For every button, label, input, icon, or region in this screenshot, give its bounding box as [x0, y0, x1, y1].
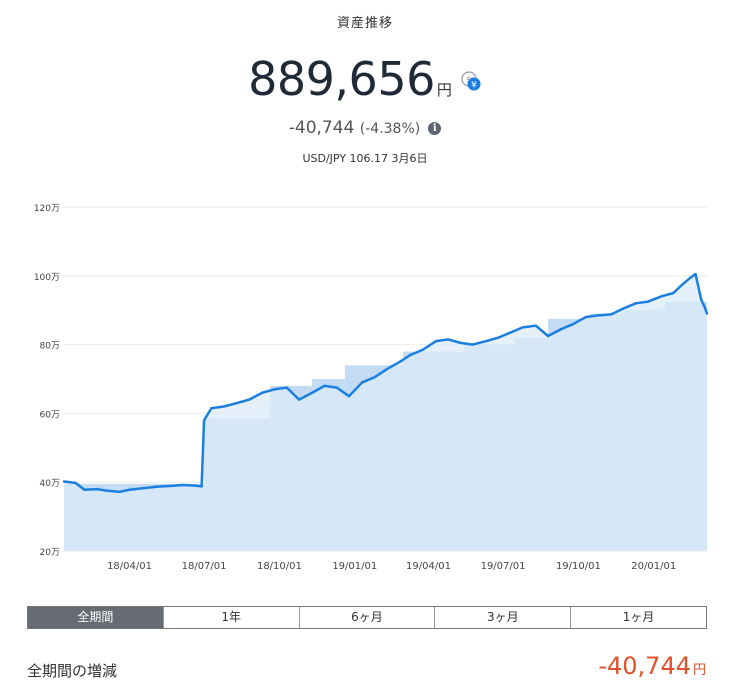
currency-switch-icon[interactable]: $¥: [460, 70, 482, 92]
valuation-point: [347, 395, 351, 398]
x-tick-label: 20/01/01: [631, 561, 676, 572]
change-amount: -40,744: [288, 118, 355, 138]
x-tick-label: 19/10/01: [556, 561, 601, 572]
total-value-unit: 円: [436, 81, 452, 99]
valuation-area: [64, 274, 707, 551]
summary-unit: 円: [692, 663, 706, 678]
change-percent: (-4.38%): [359, 121, 421, 137]
valuation-point: [609, 313, 613, 316]
tab-3-months[interactable]: 3ヶ月: [434, 607, 571, 628]
valuation-point: [584, 315, 587, 319]
valuation-point: [83, 488, 86, 491]
total-value: 889,656: [248, 52, 435, 106]
valuation-point: [694, 272, 697, 276]
valuation-point: [484, 339, 488, 343]
page-title: 資産推移: [336, 16, 393, 31]
summary-value: -40,744: [598, 652, 691, 680]
valuation-point: [273, 388, 276, 391]
valuation-point: [323, 384, 326, 388]
valuation-point: [386, 367, 389, 370]
valuation-point: [261, 391, 264, 394]
x-tick-label: 19/01/01: [332, 561, 377, 572]
valuation-point: [471, 343, 474, 346]
change-row: -40,744 (-4.38%) i: [0, 118, 730, 138]
valuation-point: [106, 489, 109, 492]
y-tick-label: 120万: [34, 204, 60, 214]
x-tick-label: 18/10/01: [257, 561, 302, 572]
valuation-point: [156, 485, 159, 488]
valuation-point: [118, 490, 121, 494]
x-tick-label: 19/07/01: [481, 561, 526, 572]
valuation-point: [360, 381, 364, 384]
valuation-point: [74, 481, 77, 485]
valuation-point: [705, 312, 709, 315]
valuation-line: [63, 272, 709, 494]
y-tick-label: 60万: [40, 410, 60, 420]
valuation-point: [409, 353, 412, 357]
y-tick-label: 40万: [40, 479, 60, 489]
valuation-point: [202, 419, 206, 422]
valuation-point: [421, 348, 424, 351]
valuation-point: [335, 386, 338, 389]
valuation-point: [459, 341, 462, 345]
valuation-point: [193, 484, 197, 487]
valuation-point: [681, 283, 684, 286]
y-tick-label: 100万: [34, 273, 60, 283]
tab-6-months[interactable]: 6ヶ月: [298, 607, 435, 628]
x-tick-label: 18/04/01: [107, 561, 152, 572]
tab-1-month[interactable]: 1ヶ月: [570, 607, 706, 628]
valuation-point: [521, 326, 524, 329]
valuation-point: [95, 487, 98, 491]
tab-all[interactable]: 全期間: [28, 607, 163, 628]
x-tick-label: 19/04/01: [406, 561, 451, 572]
valuation-point: [659, 295, 663, 298]
asset-chart: 120万 100万 80万 60万 40万 20万 18/04/01 18/07/01 18/1…: [34, 204, 709, 572]
x-tick-label: 18/07/01: [182, 561, 227, 572]
valuation-point: [596, 314, 600, 317]
valuation-point: [434, 339, 438, 343]
valuation-point: [398, 360, 402, 363]
valuation-point: [446, 338, 450, 341]
valuation-point: [235, 401, 239, 405]
valuation-point: [700, 298, 703, 302]
valuation-point: [310, 391, 314, 394]
valuation-point: [181, 483, 184, 487]
y-tick-label: 80万: [40, 342, 60, 352]
period-tabs: 全期間 1年 6ヶ月 3ヶ月 1ヶ月: [27, 606, 707, 629]
valuation-point: [200, 485, 203, 488]
valuation-point: [496, 336, 500, 339]
valuation-point: [210, 407, 213, 410]
valuation-point: [373, 376, 376, 379]
valuation-point: [143, 486, 147, 490]
exchange-rate: USD/JPY 106.17 3月6日: [302, 152, 428, 165]
valuation-point: [222, 405, 225, 408]
valuation-point: [509, 331, 512, 334]
valuation-point: [646, 300, 650, 303]
tab-1-year[interactable]: 1年: [162, 607, 299, 628]
y-tick-label: 20万: [40, 548, 60, 558]
valuation-point: [559, 327, 563, 331]
valuation-point: [703, 305, 706, 308]
svg-text:¥: ¥: [471, 81, 477, 91]
valuation-point: [572, 322, 575, 326]
valuation-point: [247, 398, 251, 401]
valuation-point: [689, 276, 692, 279]
valuation-point: [672, 291, 675, 295]
valuation-point: [297, 398, 301, 401]
valuation-point: [634, 302, 637, 305]
summary-label: 全期間の増減: [27, 662, 118, 680]
valuation-point: [622, 307, 625, 310]
valuation-point: [128, 488, 131, 491]
valuation-point: [168, 484, 171, 488]
summary-value-row: -40,744 円: [598, 652, 706, 680]
info-icon[interactable]: i: [428, 122, 442, 135]
valuation-point: [62, 480, 66, 483]
valuation-point: [534, 324, 538, 327]
valuation-point: [546, 334, 550, 338]
valuation-point: [285, 386, 288, 389]
